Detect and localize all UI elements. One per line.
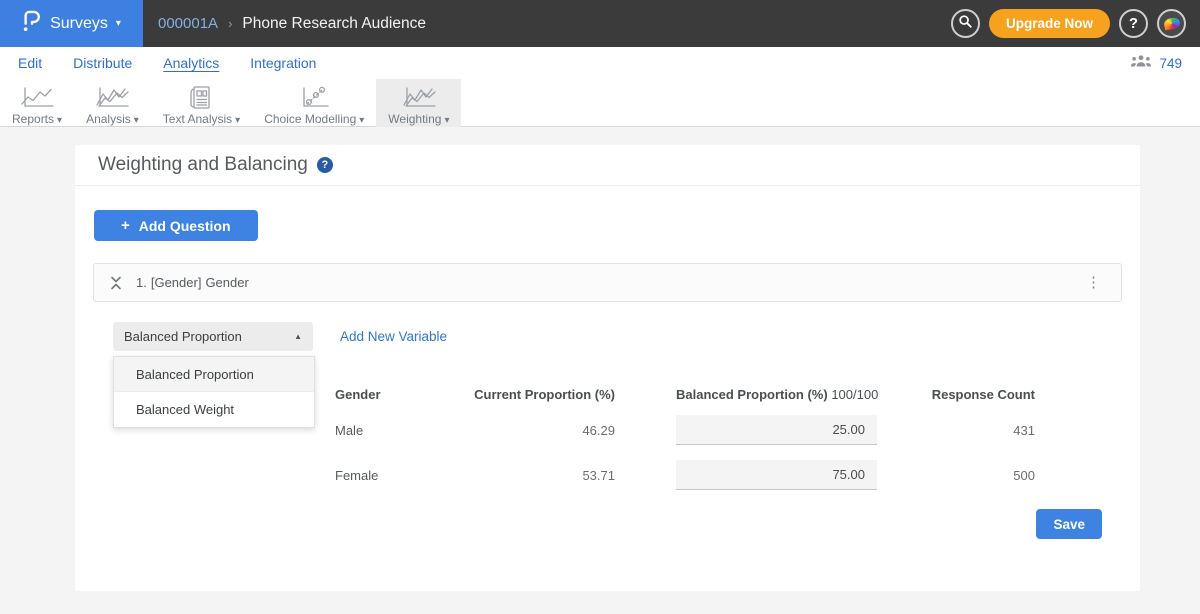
search-button[interactable] — [951, 9, 980, 38]
weighting-card: Weighting and Balancing ? + Add Question… — [75, 145, 1140, 591]
module-nav: Edit Distribute Analytics Integration 74… — [0, 47, 1200, 79]
mode-select-menu: Balanced Proportion Balanced Weight — [113, 356, 315, 428]
nav-item-analytics[interactable]: Analytics — [163, 55, 219, 72]
chevron-right-icon: › — [228, 16, 232, 31]
save-row: Save — [113, 509, 1102, 539]
upgrade-now-button[interactable]: Upgrade Now — [989, 9, 1110, 38]
row-response-count: 431 — [877, 423, 1102, 438]
header-balanced-proportion: Balanced Proportion (%) 100/100 — [676, 387, 877, 402]
controls-row: Balanced Proportion ▲ Balanced Proportio… — [113, 322, 1102, 351]
tab-label: Analysis▾ — [86, 112, 139, 126]
avatar-logo-icon — [1163, 16, 1181, 30]
row-balanced-cell — [676, 460, 877, 490]
header-category: Gender — [335, 387, 455, 402]
table-row: Female 53.71 500 — [335, 460, 1102, 490]
header-current-proportion: Current Proportion (%) — [455, 387, 615, 402]
page-content: Weighting and Balancing ? + Add Question… — [0, 127, 1200, 591]
card-title-row: Weighting and Balancing ? — [75, 145, 1140, 186]
help-button[interactable]: ? — [1119, 9, 1148, 38]
save-button[interactable]: Save — [1036, 509, 1102, 539]
tab-label: Weighting▾ — [388, 112, 449, 126]
text-analysis-document-icon — [181, 85, 221, 110]
analytics-tab-strip: Reports▾ Analysis▾ Text Analysis▾ Choice… — [0, 79, 1200, 127]
brand-menu[interactable]: Surveys ▾ — [0, 0, 143, 47]
chevron-down-icon: ▾ — [134, 115, 139, 126]
card-body: + Add Question 1.[Gender]Gender ⋮ — [75, 186, 1140, 539]
balanced-total: 100/100 — [831, 387, 878, 402]
mode-select-wrap: Balanced Proportion ▲ Balanced Proportio… — [113, 322, 313, 351]
chevron-up-icon: ▲ — [294, 332, 302, 341]
top-header: Surveys ▾ 000001A › Phone Research Audie… — [0, 0, 1200, 47]
tab-label: Reports▾ — [12, 112, 62, 126]
chevron-down-icon: ▾ — [235, 115, 240, 126]
question-code: [Gender] — [151, 275, 202, 290]
chevron-down-icon: ▾ — [116, 19, 121, 29]
user-avatar[interactable] — [1157, 9, 1186, 38]
search-icon — [958, 14, 973, 34]
nav-item-integration[interactable]: Integration — [250, 55, 316, 72]
question-panel-header: 1. [Gender]Gender ⋮ — [93, 263, 1122, 302]
weighting-section: Balanced Proportion ▲ Balanced Proportio… — [93, 302, 1122, 539]
weighting-chart-icon — [399, 85, 439, 110]
add-question-button[interactable]: + Add Question — [94, 210, 258, 241]
tab-analysis[interactable]: Analysis▾ — [74, 79, 151, 127]
chevron-down-icon: ▾ — [57, 115, 62, 126]
question-label: Gender — [205, 275, 248, 290]
breadcrumb: 000001A › Phone Research Audience — [143, 15, 951, 33]
tab-choice-modelling[interactable]: Choice Modelling▾ — [252, 79, 376, 127]
mode-select-value: Balanced Proportion — [124, 329, 242, 344]
analysis-chart-icon — [92, 85, 132, 110]
table-header-row: Gender Current Proportion (%) Balanced P… — [335, 387, 1102, 402]
balanced-proportion-input[interactable] — [676, 415, 877, 445]
page-title: Weighting and Balancing — [98, 154, 308, 176]
chevron-down-icon: ▾ — [444, 115, 449, 126]
respondent-count[interactable]: 749 — [1159, 56, 1182, 71]
plus-icon: + — [121, 217, 130, 234]
chevron-down-icon: ▾ — [359, 115, 364, 126]
row-response-count: 500 — [877, 468, 1102, 483]
menu-item-balanced-proportion[interactable]: Balanced Proportion — [114, 357, 314, 392]
help-badge-icon[interactable]: ? — [317, 157, 333, 173]
row-label: Male — [335, 423, 455, 438]
row-current-proportion: 46.29 — [455, 423, 615, 438]
balanced-proportion-input[interactable] — [676, 460, 877, 490]
collapse-icon[interactable] — [110, 276, 122, 290]
tab-text-analysis[interactable]: Text Analysis▾ — [151, 79, 252, 127]
brand-label: Surveys — [50, 15, 108, 33]
choice-modelling-chart-icon — [294, 85, 334, 110]
weighting-table: Gender Current Proportion (%) Balanced P… — [335, 387, 1102, 490]
respondents-summary[interactable]: 749 — [1130, 54, 1182, 73]
mode-select[interactable]: Balanced Proportion ▲ — [113, 322, 313, 351]
table-row: Male 46.29 431 — [335, 415, 1102, 445]
add-new-variable-link[interactable]: Add New Variable — [340, 329, 447, 344]
survey-code[interactable]: 000001A — [158, 15, 218, 32]
reports-chart-icon — [17, 85, 57, 110]
tab-label: Choice Modelling▾ — [264, 112, 364, 126]
tab-weighting[interactable]: Weighting▾ — [376, 79, 461, 127]
row-label: Female — [335, 468, 455, 483]
survey-title: Phone Research Audience — [242, 15, 426, 33]
question-mark-icon: ? — [1129, 15, 1138, 32]
row-current-proportion: 53.71 — [455, 468, 615, 483]
tab-reports[interactable]: Reports▾ — [0, 79, 74, 127]
tab-label: Text Analysis▾ — [163, 112, 240, 126]
header-actions: Upgrade Now ? — [951, 9, 1200, 38]
brand-logo-icon — [22, 9, 42, 38]
kebab-menu-icon[interactable]: ⋮ — [1082, 275, 1105, 290]
question-number: 1. — [136, 275, 147, 290]
header-response-count: Response Count — [877, 387, 1102, 402]
nav-item-distribute[interactable]: Distribute — [73, 55, 132, 72]
menu-item-balanced-weight[interactable]: Balanced Weight — [114, 392, 314, 427]
people-icon — [1130, 54, 1152, 73]
question-title: 1. [Gender]Gender — [136, 275, 253, 290]
row-balanced-cell — [676, 415, 877, 445]
nav-item-edit[interactable]: Edit — [18, 55, 42, 72]
